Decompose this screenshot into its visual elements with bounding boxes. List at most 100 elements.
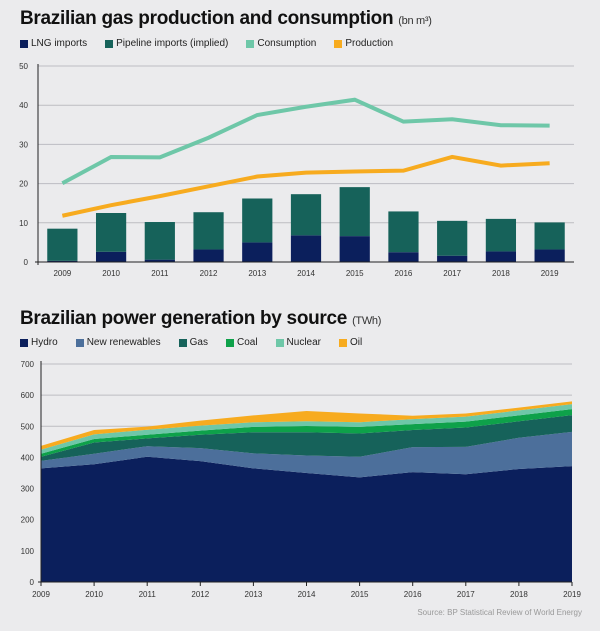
gas-chart-unit: (bn m³) [398, 15, 432, 27]
legend-label: Consumption [257, 38, 317, 49]
legend-item-lng-imports: LNG imports [20, 38, 87, 49]
x-tick-label: 2014 [297, 269, 315, 278]
y-tick-label: 200 [21, 516, 35, 525]
x-tick-label: 2014 [298, 590, 316, 599]
bar-pipeline-imports-implied [290, 194, 322, 236]
x-tick-label: 2011 [139, 590, 157, 599]
x-tick-label: 2010 [85, 590, 103, 599]
line-consumption [61, 97, 550, 185]
bar-lng-imports [193, 249, 224, 262]
bar-pipeline-imports-implied [193, 212, 224, 250]
y-tick-label: 40 [19, 101, 28, 110]
bar-lng-imports [47, 260, 78, 262]
legend-item-production: Production [334, 38, 393, 49]
y-tick-label: 300 [21, 485, 35, 494]
legend-swatch [75, 338, 84, 347]
bar-pipeline-imports-implied [437, 220, 468, 256]
x-tick-label: 2017 [443, 269, 461, 278]
legend-label: New renewables [86, 337, 161, 348]
x-tick-label: 2016 [395, 269, 413, 278]
source-note: Source: BP Statistical Review of World E… [417, 608, 582, 617]
area-oil [41, 401, 572, 450]
legend-label: Oil [350, 337, 363, 348]
y-tick-label: 600 [21, 391, 35, 400]
bar-pipeline-imports-implied [339, 187, 370, 237]
legend-label: Pipeline imports (implied) [116, 38, 229, 49]
bar-lng-imports [95, 251, 127, 262]
legend-swatch [178, 338, 187, 347]
legend-swatch [334, 39, 343, 48]
legend-swatch [246, 39, 255, 48]
y-tick-label: 0 [30, 578, 35, 587]
x-tick-label: 2018 [510, 590, 528, 599]
bar-lng-imports [485, 251, 517, 262]
x-tick-label: 2010 [102, 269, 120, 278]
legend-item-oil: Oil [339, 337, 362, 348]
legend-swatch [225, 338, 234, 347]
y-tick-label: 100 [21, 547, 35, 556]
y-tick-label: 30 [19, 140, 28, 149]
legend-swatch [20, 39, 28, 48]
legend-swatch [275, 338, 284, 347]
legend-label: Gas [189, 337, 208, 348]
x-tick-label: 2019 [563, 590, 581, 599]
bar-pipeline-imports-implied [242, 198, 273, 243]
x-tick-label: 2011 [151, 269, 169, 278]
legend-item-pipeline-imports-implied: Pipeline imports (implied) [105, 38, 228, 49]
power-chart-title-text: Brazilian power generation by source [20, 308, 348, 329]
legend-swatch [20, 338, 28, 347]
legend-item-coal: Coal [225, 337, 258, 348]
bar-lng-imports [144, 259, 175, 262]
gas-chart: 0 10 20 30 40 50 2009 2010 2011 2012 2013 2014 2015 2… [19, 62, 574, 278]
bar-pipeline-imports-implied [47, 228, 78, 261]
legend-label: Production [345, 38, 394, 49]
bar-pipeline-imports-implied [534, 222, 565, 250]
x-tick-label: 2019 [541, 269, 559, 278]
power-chart-unit: (TWh) [352, 315, 382, 327]
x-tick-label: 2013 [245, 590, 263, 599]
bar-pipeline-imports-implied [95, 213, 127, 252]
bar-lng-imports [437, 255, 468, 262]
x-tick-label: 2017 [457, 590, 475, 599]
legend-item-hydro: Hydro [20, 337, 58, 348]
y-tick-label: 0 [24, 258, 29, 267]
legend-label: Hydro [31, 337, 58, 348]
legend-item-nuclear: Nuclear [275, 337, 322, 348]
area-new-renewables [41, 431, 572, 478]
legend-swatch [105, 39, 114, 48]
legend-item-gas: Gas [178, 337, 208, 348]
legend-label: Nuclear [286, 337, 322, 348]
bar-lng-imports [388, 252, 419, 262]
legend-swatch [339, 338, 348, 347]
x-tick-label: 2009 [32, 590, 50, 599]
x-tick-label: 2012 [191, 590, 209, 599]
legend-item-new-renewables: New renewables [75, 337, 161, 348]
gas-chart-title: Brazilian gas production and consumption… [20, 8, 432, 30]
y-tick-label: 50 [19, 62, 28, 71]
y-tick-label: 400 [21, 453, 35, 462]
bar-lng-imports [290, 235, 322, 262]
y-tick-label: 500 [21, 422, 35, 431]
y-tick-label: 10 [19, 219, 28, 228]
x-tick-label: 2018 [492, 269, 510, 278]
power-chart-title: Brazilian power generation by source (TW… [20, 308, 381, 330]
legend-item-consumption: Consumption [246, 38, 316, 49]
x-tick-label: 2009 [53, 269, 71, 278]
legend-label: LNG imports [31, 38, 88, 49]
bar-pipeline-imports-implied [144, 222, 175, 260]
area-hydro [41, 456, 572, 582]
bar-lng-imports [534, 249, 565, 262]
bar-lng-imports [339, 236, 370, 262]
line-production [61, 154, 550, 218]
legend-label: Coal [236, 337, 258, 348]
bar-pipeline-imports-implied [485, 218, 517, 252]
gas-chart-legend: LNG imports Pipeline imports (implied) Con… [20, 38, 393, 49]
y-tick-label: 20 [19, 180, 28, 189]
x-tick-label: 2012 [200, 269, 218, 278]
power-chart-legend: Hydro New renewables Gas Coal Nuclear Oil [20, 337, 362, 348]
bar-lng-imports [242, 242, 273, 262]
x-tick-label: 2015 [346, 269, 364, 278]
y-tick-label: 700 [21, 360, 35, 369]
area-gas [41, 415, 572, 461]
power-chart: 0 100 200 300 400 500 600 700 2009 2010 2011 2012 20… [21, 360, 582, 599]
